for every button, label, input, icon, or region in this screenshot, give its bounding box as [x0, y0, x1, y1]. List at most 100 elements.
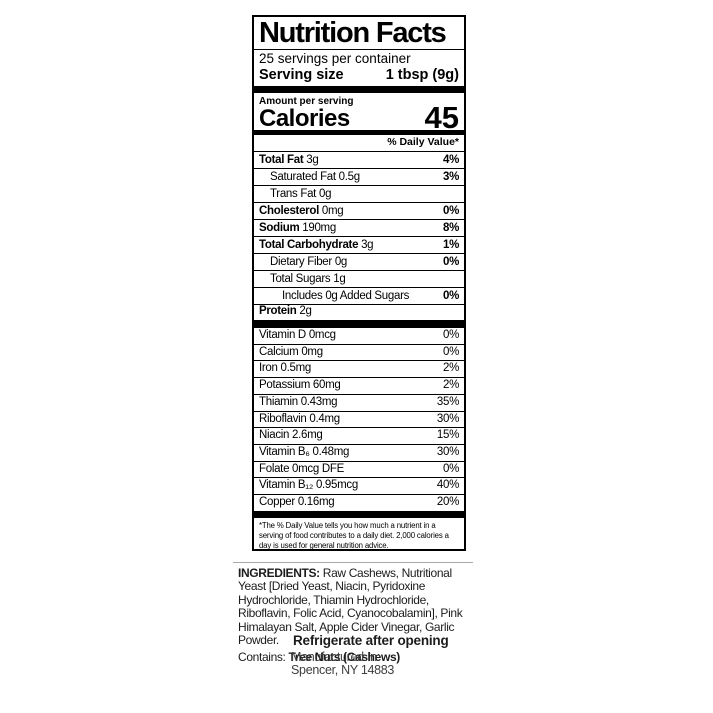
nutrient-amount: Vitamin B₁₂ 0.95mcg [259, 479, 358, 492]
manufactured-in-label: Manufactured In: [291, 650, 381, 664]
nutrient-amount: 2g [296, 304, 312, 317]
nutrient-row: Thiamin 0.43mg 35% [254, 393, 464, 411]
serving-size-row: Serving size 1 tbsp (9g) [254, 67, 464, 86]
nutrient-amount: 3g [303, 153, 319, 166]
nutrient-name: Sodium 190mg [259, 220, 336, 236]
nutrient-row: Dietary Fiber 0g 0% [254, 252, 464, 270]
nutrient-row: Niacin 2.6mg 15% [254, 427, 464, 444]
nutrient-name: Copper 0.16mg [259, 495, 335, 511]
nutrient-row: Potassium 60mg 2% [254, 377, 464, 394]
nutrient-row: Vitamin B₆ 0.48mg 30% [254, 443, 464, 461]
nutrient-row: Total Sugars 1g [254, 269, 464, 287]
serving-size-value: 1 tbsp (9g) [385, 67, 459, 83]
contains-value: Tree Nuts (Cashews) [288, 650, 401, 665]
nutrient-name: Protein 2g [259, 305, 312, 319]
daily-value-percent: 4% [442, 153, 459, 166]
thick-bar-top [254, 86, 464, 93]
nutrient-name-bold: Protein [259, 304, 297, 317]
amount-per-serving-label: Amount per serving [259, 96, 354, 107]
daily-value-header: % Daily Value* [387, 136, 459, 148]
nutrient-amount: Saturated Fat 0.5g [270, 170, 360, 183]
daily-value-percent: 2% [442, 379, 459, 392]
daily-value-percent: 20% [436, 496, 459, 509]
nutrient-name: Riboflavin 0.4mg [259, 412, 340, 428]
nutrient-name: Trans Fat 0g [259, 186, 331, 202]
nutrient-amount: Total Sugars 1g [270, 272, 346, 285]
daily-value-percent: 0% [442, 255, 459, 268]
daily-value-footnote: *The % Daily Value tells you how much a … [259, 520, 449, 551]
nutrient-name: Saturated Fat 0.5g [259, 169, 360, 185]
thick-bar-protein [254, 320, 464, 328]
nutrient-amount: Niacin 2.6mg [259, 429, 323, 442]
nutrient-name: Potassium 60mg [259, 378, 341, 394]
allergen-statement: Contains: Tree Nuts (Cashews) [238, 651, 476, 664]
ingredients-block: INGREDIENTS: Raw Cashews, Nutritional Ye… [238, 566, 476, 665]
nutrient-amount: Riboflavin 0.4mg [259, 412, 340, 425]
nutrient-name: Niacin 2.6mg [259, 428, 323, 444]
nutrient-row: Total Fat 3g 4% [254, 150, 464, 168]
nutrient-name: Thiamin 0.43mg [259, 395, 338, 411]
nutrient-row: Calcium 0mg 0% [254, 343, 464, 361]
nutrient-amount: Includes 0g Added Sugars [282, 289, 410, 302]
nutrient-row: Includes 0g Added Sugars 0% [254, 286, 464, 304]
contains-label: Contains: [238, 650, 286, 665]
nutrient-amount: 3g [358, 238, 374, 251]
nutrition-facts-label: Nutrition Facts 25 servings per containe… [252, 15, 466, 551]
nutrient-row: Vitamin B₁₂ 0.95mcg 40% [254, 477, 464, 494]
manufacturer-block: Manufactured In: Spencer, NY 14883 [291, 650, 394, 677]
serving-size-label: Serving size [259, 67, 344, 83]
daily-value-percent: 0% [442, 329, 459, 341]
daily-value-percent: 0% [442, 345, 459, 358]
nutrient-rows-section: Total Fat 3g 4% Saturated Fat 0.5g 3% Trans … [254, 150, 464, 321]
daily-value-percent: 0% [442, 289, 459, 302]
calories-value: 45 [424, 100, 459, 135]
nutrient-amount: 190mg [299, 221, 336, 234]
daily-value-percent: 0% [442, 204, 459, 217]
nutrient-name: Total Sugars 1g [259, 271, 346, 287]
nutrient-row: Iron 0.5mg 2% [254, 360, 464, 377]
daily-value-percent: 8% [442, 221, 459, 234]
nutrient-name: Total Carbohydrate 3g [259, 237, 374, 253]
nutrient-name-bold: Total Carbohydrate [259, 238, 359, 251]
nutrient-row: Folate 0mcg DFE 0% [254, 460, 464, 478]
nutrient-name: Calcium 0mg [259, 345, 323, 361]
nutrient-amount: Calcium 0mg [259, 345, 323, 358]
servings-per-container: 25 servings per container [259, 51, 411, 66]
nutrient-name: Vitamin B₁₂ 0.95mcg [259, 478, 358, 494]
nutrient-amount: Trans Fat 0g [270, 187, 332, 200]
nutrient-name: Cholesterol 0mg [259, 203, 344, 219]
nutrient-row: Copper 0.16mg 20% [254, 494, 464, 511]
nutrient-name: Vitamin B₆ 0.48mg [259, 445, 349, 461]
nutrient-amount: Vitamin D 0mcg [259, 329, 336, 341]
nutrient-row: Vitamin D 0mcg 0% [254, 328, 464, 344]
storage-instruction: Refrigerate after opening [293, 633, 449, 648]
nutrient-amount: Folate 0mcg DFE [259, 462, 344, 475]
ingredients-label: INGREDIENTS: [238, 566, 320, 580]
nutrient-name-bold: Cholesterol [259, 204, 319, 217]
daily-value-percent: 30% [436, 412, 459, 425]
nutrient-row: Sodium 190mg 8% [254, 218, 464, 236]
daily-value-percent: 30% [436, 445, 459, 458]
nutrient-row: Total Carbohydrate 3g 1% [254, 235, 464, 253]
nutrient-name: Folate 0mcg DFE [259, 462, 344, 478]
nutrient-name-bold: Total Fat [259, 153, 304, 166]
daily-value-percent: 1% [442, 238, 459, 251]
vitamin-rows-section: Vitamin D 0mcg 0% Calcium 0mg 0% Iron 0.5mg 2… [254, 328, 464, 511]
thick-bar-footnote [254, 510, 464, 518]
nutrient-row: Protein 2g [254, 303, 464, 321]
nutrient-amount: Potassium 60mg [259, 379, 341, 392]
nutrient-row: Cholesterol 0mg 0% [254, 201, 464, 219]
nutrient-amount: Iron 0.5mg [259, 362, 311, 375]
nutrient-amount: Vitamin B₆ 0.48mg [259, 445, 350, 458]
nutrient-amount: Dietary Fiber 0g [270, 255, 348, 268]
title-divider [254, 49, 464, 50]
nutrient-amount: 0mg [318, 204, 344, 217]
nutrient-name: Vitamin D 0mcg [259, 328, 336, 344]
nutrient-row: Riboflavin 0.4mg 30% [254, 410, 464, 428]
daily-value-percent: 35% [436, 395, 459, 408]
nutrient-name: Total Fat 3g [259, 152, 319, 168]
daily-value-percent: 15% [436, 429, 459, 442]
daily-value-percent: 0% [442, 462, 459, 475]
daily-value-percent: 40% [436, 479, 459, 492]
